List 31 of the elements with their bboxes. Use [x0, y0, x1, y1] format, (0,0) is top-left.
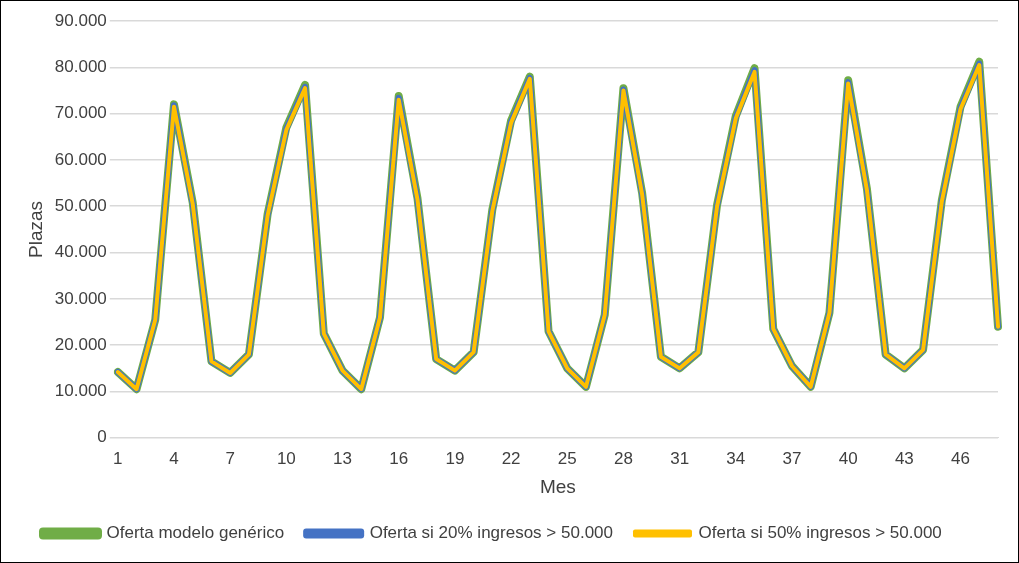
- x-axis-title: Mes: [539, 475, 576, 497]
- x-tick-label: 13: [333, 448, 352, 468]
- legend-label: Oferta si 20% ingresos > 50.000: [369, 523, 613, 543]
- y-tick-label: 60.000: [54, 149, 107, 169]
- x-tick-label: 28: [613, 448, 633, 468]
- x-tick-label: 10: [276, 448, 296, 468]
- y-axis-title: Plazas: [24, 200, 46, 258]
- y-tick-label: 70.000: [54, 103, 107, 123]
- x-tick-label: 19: [445, 448, 465, 468]
- x-tick-label: 43: [894, 448, 914, 468]
- x-tick-label: 46: [951, 448, 971, 468]
- legend-label: Oferta modelo genérico: [106, 523, 285, 543]
- x-tick-label: 31: [670, 448, 690, 468]
- y-tick-label: 50.000: [54, 195, 107, 215]
- x-tick-label: 34: [726, 448, 746, 468]
- x-tick-label: 22: [501, 448, 521, 468]
- x-tick-label: 1: [113, 448, 123, 468]
- x-tick-label: 4: [169, 448, 179, 468]
- y-tick-label: 10.000: [54, 381, 107, 401]
- x-tick-label: 7: [225, 448, 235, 468]
- x-tick-label: 40: [838, 448, 858, 468]
- y-tick-label: 90.000: [54, 10, 107, 30]
- y-tick-label: 20.000: [54, 334, 107, 354]
- y-tick-label: 80.000: [54, 57, 107, 76]
- x-tick-label: 16: [389, 448, 409, 468]
- y-tick-label: 0: [97, 427, 107, 447]
- x-tick-label: 25: [557, 448, 577, 468]
- legend-label: Oferta si 50% ingresos > 50.000: [698, 523, 942, 543]
- y-tick-label: 40.000: [54, 242, 107, 262]
- y-tick-label: 30.000: [54, 288, 107, 308]
- x-tick-label: 37: [782, 448, 802, 468]
